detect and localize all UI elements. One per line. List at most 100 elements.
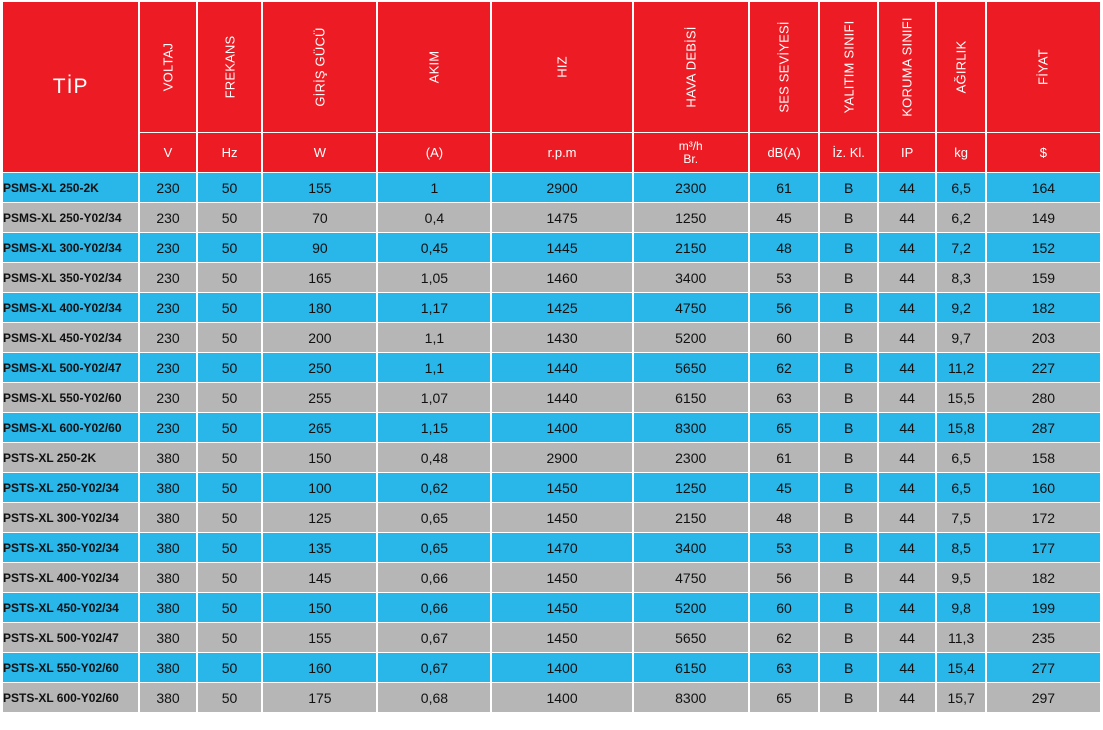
cell-hiz: 2900 bbox=[492, 443, 632, 472]
cell-hiz: 1450 bbox=[492, 503, 632, 532]
cell-ses-seviyesi: 56 bbox=[749, 563, 819, 592]
cell-yalitim-sinifi: B bbox=[820, 443, 877, 472]
table-row: PSTS-XL 400-Y02/34 380 50 145 0,66 1450 4750 56… bbox=[3, 563, 1100, 592]
cell-yalitim-sinifi: B bbox=[820, 593, 877, 622]
cell-frekans: 50 bbox=[197, 263, 262, 292]
cell-agirlik: 15,8 bbox=[937, 413, 985, 442]
cell-koruma-sinifi: 44 bbox=[878, 203, 936, 232]
cell-frekans: 50 bbox=[197, 683, 262, 712]
header-voltaj-label: VOLTAJ bbox=[160, 42, 176, 92]
cell-hava-debisi: 4750 bbox=[633, 563, 748, 592]
cell-yalitim-sinifi: B bbox=[820, 413, 877, 442]
unit-hiz: r.p.m bbox=[492, 133, 632, 172]
table-row: PSMS-XL 550-Y02/60 230 50 255 1,07 1440 6150 63… bbox=[3, 383, 1100, 412]
cell-agirlik: 6,5 bbox=[937, 473, 985, 502]
cell-fiyat: 182 bbox=[986, 563, 1100, 592]
cell-koruma-sinifi: 44 bbox=[878, 683, 936, 712]
header-agirlik-label: AĞIRLIK bbox=[953, 40, 969, 94]
cell-ses-seviyesi: 45 bbox=[749, 203, 819, 232]
unit-voltaj: V bbox=[140, 133, 196, 172]
header-akim-label: AKIM bbox=[426, 50, 442, 84]
cell-tip: PSTS-XL 500-Y02/47 bbox=[3, 623, 139, 652]
cell-fiyat: 159 bbox=[986, 263, 1100, 292]
cell-tip: PSTS-XL 600-Y02/60 bbox=[3, 683, 139, 712]
cell-ses-seviyesi: 62 bbox=[749, 353, 819, 382]
cell-fiyat: 235 bbox=[986, 623, 1100, 652]
cell-hiz: 1475 bbox=[492, 203, 632, 232]
cell-akim: 1,1 bbox=[378, 353, 491, 382]
table-row: PSMS-XL 250-Y02/34 230 50 70 0,4 1475 1250 45 B 4… bbox=[3, 203, 1100, 232]
cell-akim: 0,66 bbox=[378, 563, 491, 592]
cell-voltaj: 380 bbox=[140, 473, 196, 502]
cell-hava-debisi: 3400 bbox=[633, 533, 748, 562]
cell-tip: PSTS-XL 550-Y02/60 bbox=[3, 653, 139, 682]
cell-ses-seviyesi: 48 bbox=[749, 233, 819, 262]
cell-hava-debisi: 6150 bbox=[633, 653, 748, 682]
cell-giris-gucu: 255 bbox=[263, 383, 377, 412]
header-unit-row: V Hz W (A) r.p.m m³/h Br. dB(A) İz. Kl. I… bbox=[3, 133, 1100, 172]
cell-agirlik: 8,3 bbox=[937, 263, 985, 292]
cell-hava-debisi: 8300 bbox=[633, 683, 748, 712]
cell-voltaj: 380 bbox=[140, 503, 196, 532]
cell-hiz: 1400 bbox=[492, 683, 632, 712]
cell-hiz: 1450 bbox=[492, 473, 632, 502]
table-header: TİP VOLTAJ FREKANS GİRİŞ GÜCÜ AKIM HIZ H… bbox=[3, 2, 1100, 172]
cell-frekans: 50 bbox=[197, 563, 262, 592]
table-row: PSTS-XL 500-Y02/47 380 50 155 0,67 1450 5650 62… bbox=[3, 623, 1100, 652]
cell-ses-seviyesi: 45 bbox=[749, 473, 819, 502]
cell-hava-debisi: 2150 bbox=[633, 233, 748, 262]
cell-fiyat: 149 bbox=[986, 203, 1100, 232]
cell-tip: PSMS-XL 600-Y02/60 bbox=[3, 413, 139, 442]
cell-koruma-sinifi: 44 bbox=[878, 413, 936, 442]
cell-giris-gucu: 145 bbox=[263, 563, 377, 592]
cell-giris-gucu: 180 bbox=[263, 293, 377, 322]
cell-akim: 1,05 bbox=[378, 263, 491, 292]
cell-hiz: 1445 bbox=[492, 233, 632, 262]
cell-agirlik: 9,7 bbox=[937, 323, 985, 352]
cell-fiyat: 182 bbox=[986, 293, 1100, 322]
cell-fiyat: 160 bbox=[986, 473, 1100, 502]
cell-hava-debisi: 6150 bbox=[633, 383, 748, 412]
header-fiyat: FİYAT bbox=[986, 2, 1100, 132]
unit-ses-seviyesi: dB(A) bbox=[749, 133, 819, 172]
cell-akim: 0,48 bbox=[378, 443, 491, 472]
cell-agirlik: 11,3 bbox=[937, 623, 985, 652]
cell-voltaj: 380 bbox=[140, 533, 196, 562]
cell-yalitim-sinifi: B bbox=[820, 623, 877, 652]
unit-yalitim-sinifi: İz. Kl. bbox=[820, 133, 877, 172]
cell-ses-seviyesi: 48 bbox=[749, 503, 819, 532]
cell-frekans: 50 bbox=[197, 413, 262, 442]
cell-agirlik: 15,4 bbox=[937, 653, 985, 682]
table-row: PSTS-XL 300-Y02/34 380 50 125 0,65 1450 2150 48… bbox=[3, 503, 1100, 532]
unit-frekans: Hz bbox=[197, 133, 262, 172]
cell-fiyat: 280 bbox=[986, 383, 1100, 412]
cell-hiz: 2900 bbox=[492, 173, 632, 202]
cell-akim: 1,07 bbox=[378, 383, 491, 412]
cell-frekans: 50 bbox=[197, 293, 262, 322]
cell-tip: PSMS-XL 550-Y02/60 bbox=[3, 383, 139, 412]
cell-tip: PSTS-XL 250-2K bbox=[3, 443, 139, 472]
cell-agirlik: 6,5 bbox=[937, 443, 985, 472]
cell-ses-seviyesi: 60 bbox=[749, 323, 819, 352]
cell-voltaj: 230 bbox=[140, 263, 196, 292]
cell-akim: 0,67 bbox=[378, 653, 491, 682]
cell-voltaj: 230 bbox=[140, 233, 196, 262]
cell-ses-seviyesi: 56 bbox=[749, 293, 819, 322]
table-row: PSMS-XL 600-Y02/60 230 50 265 1,15 1400 8300 65… bbox=[3, 413, 1100, 442]
cell-hava-debisi: 2300 bbox=[633, 443, 748, 472]
cell-hava-debisi: 2150 bbox=[633, 503, 748, 532]
cell-tip: PSTS-XL 300-Y02/34 bbox=[3, 503, 139, 532]
table-row: PSMS-XL 300-Y02/34 230 50 90 0,45 1445 2150 48 B… bbox=[3, 233, 1100, 262]
cell-fiyat: 297 bbox=[986, 683, 1100, 712]
header-giris-gucu-label: GİRİŞ GÜCÜ bbox=[312, 27, 328, 107]
cell-tip: PSMS-XL 350-Y02/34 bbox=[3, 263, 139, 292]
cell-akim: 0,62 bbox=[378, 473, 491, 502]
table-row: PSMS-XL 450-Y02/34 230 50 200 1,1 1430 5200 60 B… bbox=[3, 323, 1100, 352]
cell-yalitim-sinifi: B bbox=[820, 653, 877, 682]
cell-koruma-sinifi: 44 bbox=[878, 503, 936, 532]
cell-giris-gucu: 160 bbox=[263, 653, 377, 682]
cell-hiz: 1450 bbox=[492, 623, 632, 652]
cell-agirlik: 15,5 bbox=[937, 383, 985, 412]
cell-akim: 1,1 bbox=[378, 323, 491, 352]
cell-voltaj: 230 bbox=[140, 383, 196, 412]
